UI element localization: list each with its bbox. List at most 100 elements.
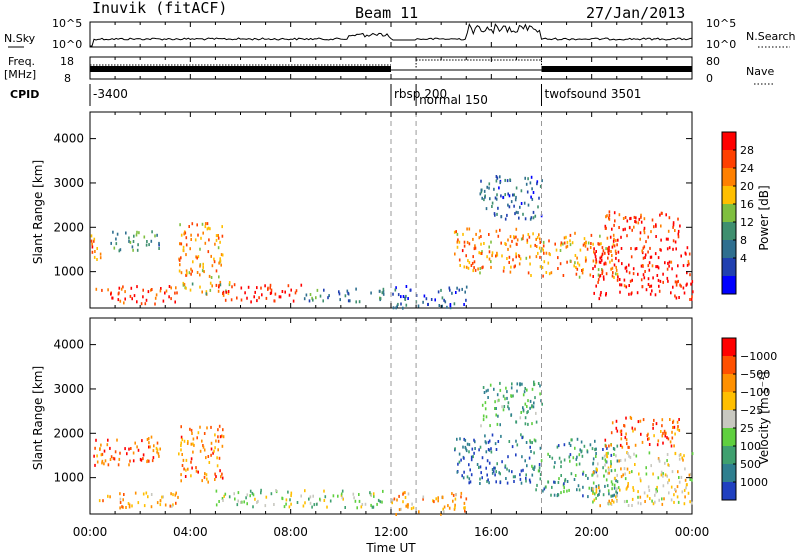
scatter-cell (490, 240, 492, 244)
scatter-cell (514, 475, 516, 479)
freq-tick-high: 18 (60, 55, 74, 68)
scatter-cell (537, 251, 539, 255)
scatter-cell (210, 254, 212, 258)
scatter-cell (145, 491, 148, 495)
scatter-cell (677, 279, 679, 283)
scatter-cell (560, 465, 562, 469)
scatter-cell (456, 240, 459, 244)
scatter-cell (570, 472, 573, 476)
scatter-cell (196, 271, 199, 274)
scatter-cell (682, 458, 684, 462)
scatter-cell (496, 393, 499, 397)
scatter-cell (521, 455, 523, 459)
scatter-cell (203, 448, 206, 452)
scatter-cell (113, 246, 116, 250)
scatter-cell (616, 494, 618, 498)
scatter-cell (449, 304, 452, 308)
scatter-cell (619, 488, 621, 492)
scatter-cell (136, 285, 138, 289)
scatter-cell (569, 259, 572, 263)
scatter-cell (407, 505, 409, 509)
scatter-cell (626, 499, 628, 503)
scatter-cell (533, 401, 535, 405)
scatter-cell (643, 276, 646, 280)
scatter-cell (112, 230, 114, 234)
scatter-cell (341, 489, 344, 493)
scatter-cell (613, 244, 616, 248)
scatter-cell (605, 247, 607, 251)
scatter-cell (180, 448, 182, 452)
scatter-cell (581, 454, 584, 458)
scatter-cell (140, 458, 143, 462)
scatter-cell (595, 447, 597, 451)
scatter-cell (677, 500, 680, 504)
scatter-cell (225, 290, 228, 294)
scatter-cell (140, 302, 143, 306)
scatter-cell (218, 456, 221, 460)
scatter-cell (526, 190, 529, 194)
scatter-cell (472, 255, 474, 259)
scatter-cell (632, 272, 635, 276)
scatter-cell (119, 492, 121, 496)
scatter-cell (634, 427, 636, 431)
scatter-cell (613, 211, 616, 215)
scatter-cell (544, 485, 547, 489)
scatter-cell (628, 271, 631, 275)
scatter-cell (174, 493, 177, 497)
scatter-cell (454, 252, 456, 256)
scatter-cell (149, 445, 151, 449)
scatter-cell (251, 491, 254, 495)
scatter-cell (412, 506, 415, 510)
scatter-cell (604, 458, 607, 462)
scatter-cell (534, 396, 536, 400)
scatter-cell (192, 260, 194, 264)
scatter-cell (488, 257, 491, 261)
scatter-cell (661, 497, 663, 501)
scatter-cell (458, 240, 461, 244)
scatter-cell (545, 271, 548, 274)
scatter-cell (204, 225, 207, 229)
scatter-cell (218, 275, 220, 279)
scatter-cell (539, 237, 541, 241)
scatter-cell (522, 237, 524, 241)
scatter-cell (488, 461, 491, 465)
scatter-cell (188, 271, 191, 275)
scatter-cell (611, 258, 613, 262)
scatter-cell (669, 418, 671, 421)
scatter-cell (463, 244, 466, 248)
scatter-cell (655, 223, 657, 227)
scatter-cell (524, 402, 527, 406)
scatter-cell (497, 234, 500, 238)
scatter-cell (564, 478, 567, 482)
scatter-cell (605, 452, 608, 455)
scatter-cell (515, 252, 517, 256)
scatter-cell (662, 472, 664, 476)
scatter-cell (185, 458, 188, 462)
scatter-cell (563, 236, 566, 240)
scatter-cell (488, 250, 491, 254)
scatter-cell (196, 223, 198, 227)
scatter-cell (147, 459, 150, 463)
scatter-cell (90, 239, 93, 243)
scatter-cell (461, 474, 463, 478)
scatter-cell (678, 480, 681, 484)
scatter-cell (472, 237, 474, 241)
scatter-cell (547, 480, 550, 484)
scatter-cell (256, 286, 258, 290)
scatter-cell (313, 503, 316, 507)
scatter-cell (100, 453, 103, 457)
scatter-cell (480, 188, 483, 192)
scatter-cell (191, 269, 193, 273)
scatter-cell (659, 279, 662, 283)
scatter-cell (115, 242, 118, 246)
scatter-cell (626, 234, 628, 238)
scatter-cell (533, 380, 535, 384)
scatter-cell (689, 273, 691, 277)
scatter-cell (182, 248, 185, 252)
scatter-cell (597, 280, 599, 284)
scatter-cell (479, 267, 482, 270)
scatter-cell (682, 264, 685, 268)
scatter-cell (626, 486, 628, 490)
scatter-cell (663, 497, 665, 501)
scatter-cell (466, 227, 468, 231)
